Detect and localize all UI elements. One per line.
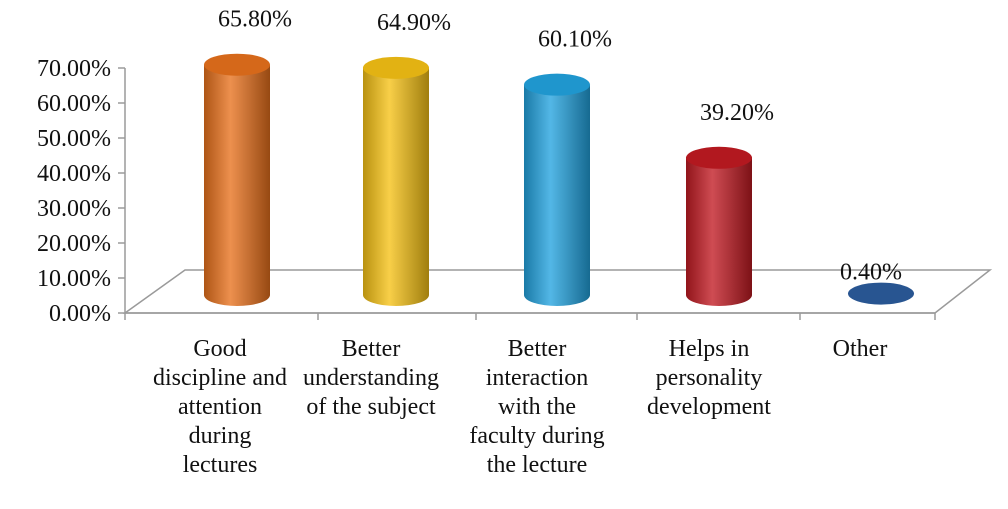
bar-top <box>363 56 429 79</box>
category-labels: Good discipline and attention during lecture… <box>153 336 887 478</box>
y-tick-label: 70.00% <box>37 56 111 82</box>
bars <box>204 53 914 307</box>
value-label: 64.90% <box>377 10 451 36</box>
y-tick-label: 50.00% <box>37 126 111 152</box>
bar-body <box>686 157 752 306</box>
bar-top <box>524 73 590 96</box>
y-axis: 0.00% 10.00% 20.00% 30.00% 40.00% 50.00% 60.00… <box>37 56 126 327</box>
bar-top <box>686 146 752 169</box>
category-label: Other <box>833 336 888 362</box>
y-tick-label: 20.00% <box>37 231 111 257</box>
bar-4 <box>686 146 752 306</box>
category-label: Good discipline and attention during lecture… <box>153 336 287 478</box>
bar-5 <box>848 282 914 305</box>
category-label: Better understanding of the subject <box>303 336 439 420</box>
chart-floor <box>122 269 993 320</box>
bar-top <box>848 282 914 305</box>
category-label: Better interaction with the faculty during t… <box>469 336 604 478</box>
y-tick-label: 10.00% <box>37 266 111 292</box>
y-tick-label: 60.00% <box>37 91 111 117</box>
bar-3 <box>524 73 590 307</box>
y-tick-label: 30.00% <box>37 196 111 222</box>
value-label: 39.20% <box>700 100 774 126</box>
value-label: 0.40% <box>840 260 902 286</box>
value-labels: 65.80% 64.90% 60.10% 39.20% 0.40% <box>218 7 902 286</box>
bar-2 <box>363 56 429 306</box>
value-label: 60.10% <box>538 27 612 53</box>
bar-body <box>363 67 429 306</box>
category-label: Helps in personality development <box>647 336 771 420</box>
bar-body <box>524 84 590 307</box>
bar-top <box>204 53 270 76</box>
bar-body <box>204 64 270 306</box>
value-label: 65.80% <box>218 7 292 33</box>
y-tick-label: 0.00% <box>49 301 111 327</box>
bar-1 <box>204 53 270 306</box>
y-tick-label: 40.00% <box>37 161 111 187</box>
